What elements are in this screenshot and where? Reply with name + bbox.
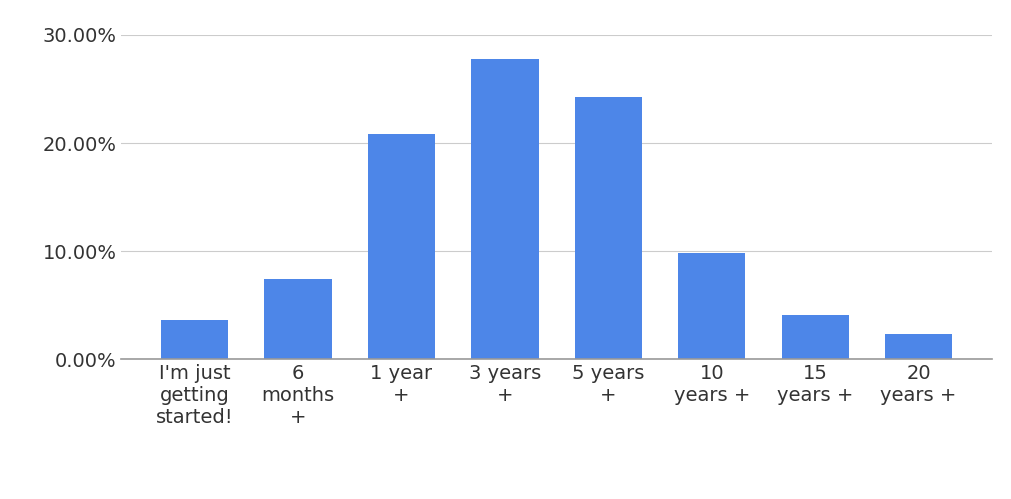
Bar <box>471 59 538 359</box>
Bar <box>884 334 951 359</box>
Bar <box>574 97 641 359</box>
Bar <box>264 279 332 359</box>
Bar <box>367 134 435 359</box>
Bar <box>677 253 745 359</box>
Bar <box>780 315 848 359</box>
Bar <box>161 320 228 359</box>
